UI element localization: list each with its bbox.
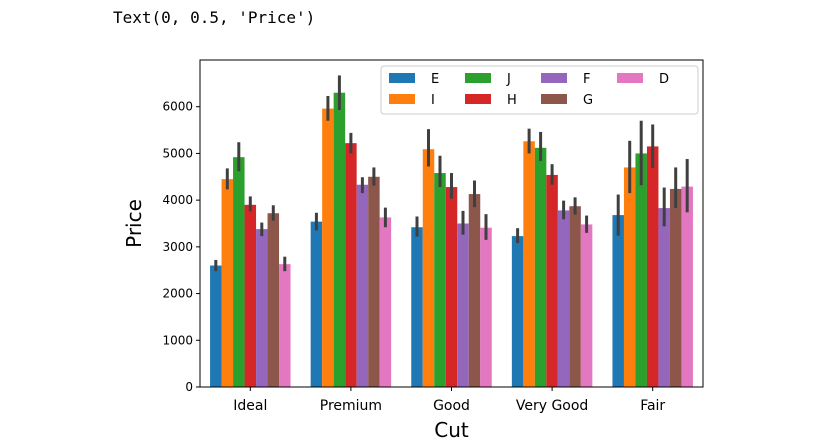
y-tick-label: 0 [185, 380, 193, 394]
bar-I-premium [322, 108, 334, 387]
bar-D-good [480, 227, 492, 387]
bar-D-fair [681, 186, 693, 387]
bar-G-ideal [267, 213, 280, 387]
bar-H-very-good [546, 174, 558, 387]
bar-J-fair [635, 153, 647, 387]
bar-E-fair [612, 215, 624, 387]
y-tick-label: 1000 [162, 333, 193, 347]
legend-entry-E: E [431, 72, 439, 87]
y-tick-label: 3000 [162, 240, 193, 254]
bar-H-ideal [244, 204, 257, 387]
x-tick-label: Fair [640, 398, 665, 414]
legend-entry-D: D [659, 72, 669, 87]
x-tick-label: Very Good [516, 398, 588, 414]
bar-F-ideal [256, 229, 268, 387]
legend-entry-H: H [507, 93, 517, 108]
legend-swatch-H [465, 94, 491, 104]
legend-entry-I: I [431, 93, 435, 108]
bar-F-premium [356, 184, 369, 387]
legend-swatch-J [465, 73, 491, 83]
bar-D-very-good [580, 224, 593, 387]
bar-I-very-good [523, 141, 535, 387]
bar-I-good [422, 149, 435, 387]
bar-G-good [468, 194, 481, 387]
bar-F-good [457, 223, 469, 387]
x-tick-label: Good [433, 398, 470, 414]
cell-output-text: Text(0, 0.5, 'Price') [113, 8, 316, 27]
x-tick-label: Premium [320, 398, 382, 414]
legend-swatch-I [389, 94, 415, 104]
y-tick-label: 2000 [162, 287, 193, 301]
y-tick-label: 6000 [162, 100, 193, 114]
bar-J-premium [333, 92, 346, 387]
bar-E-good [411, 227, 423, 387]
bar-E-very-good [511, 236, 524, 387]
x-axis-label: Cut [434, 418, 469, 442]
bar-D-ideal [279, 264, 291, 387]
bar-F-fair [658, 208, 670, 387]
bar-J-good [434, 173, 446, 387]
axes: 0 1000 2000 3000 4000 5000 6000 Ideal Premium Goo… [162, 59, 704, 414]
legend-entry-F: F [583, 72, 590, 87]
plot-area [210, 75, 693, 387]
bar-G-very-good [569, 206, 581, 387]
bar-I-fair [623, 167, 636, 387]
bar-H-good [445, 187, 458, 387]
bar-D-premium [379, 217, 392, 387]
legend-entry-G: G [583, 93, 593, 108]
bar-G-premium [368, 176, 380, 387]
y-tick-label: 4000 [162, 193, 193, 207]
bar-I-ideal [221, 179, 234, 387]
legend: EI JH FG D [380, 65, 699, 115]
bar-E-premium [310, 221, 323, 387]
bar-J-very-good [534, 147, 547, 387]
bar-F-very-good [557, 210, 570, 387]
legend-entry-J: J [506, 72, 511, 87]
legend-swatch-D [617, 73, 643, 83]
legend-box [380, 65, 699, 115]
legend-swatch-E [389, 73, 415, 83]
legend-swatch-G [541, 94, 567, 104]
bar-H-fair [646, 146, 659, 387]
y-axis-label: Price [122, 199, 146, 248]
bar-J-ideal [233, 157, 245, 387]
legend-swatch-F [541, 73, 567, 83]
x-tick-label: Ideal [233, 398, 267, 414]
bar-G-fair [669, 188, 682, 387]
bar-H-premium [345, 143, 357, 387]
bar-E-ideal [210, 265, 222, 387]
y-tick-label: 5000 [162, 146, 193, 160]
